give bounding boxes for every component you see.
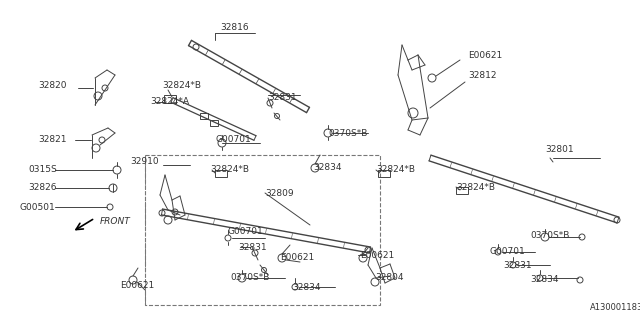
Text: 32831: 32831 <box>268 93 296 102</box>
Text: 0370S*B: 0370S*B <box>230 274 269 283</box>
Bar <box>145 155 380 305</box>
Text: G00701: G00701 <box>215 135 251 145</box>
Text: E00621: E00621 <box>360 251 394 260</box>
Text: 32826: 32826 <box>28 183 56 193</box>
Text: 0370S*B: 0370S*B <box>328 129 367 138</box>
Text: 32831: 32831 <box>238 243 267 252</box>
Text: 32834: 32834 <box>292 283 321 292</box>
Text: G00501: G00501 <box>20 203 56 212</box>
Text: E00621: E00621 <box>280 253 314 262</box>
Text: 32821: 32821 <box>38 135 67 145</box>
Bar <box>164 95 176 103</box>
Text: 32801: 32801 <box>545 146 573 155</box>
Bar <box>200 113 208 119</box>
Text: 32812: 32812 <box>468 70 497 79</box>
Text: 32834: 32834 <box>313 164 342 172</box>
Text: 32834: 32834 <box>530 276 559 284</box>
Text: 32824*B: 32824*B <box>162 81 201 90</box>
Text: 32809: 32809 <box>265 188 294 197</box>
Bar <box>215 170 227 177</box>
Text: 32820: 32820 <box>38 81 67 90</box>
Text: E00621: E00621 <box>120 281 154 290</box>
Text: G00701: G00701 <box>228 228 264 236</box>
Text: 32824*B: 32824*B <box>376 165 415 174</box>
Bar <box>210 120 218 126</box>
Text: A130001183: A130001183 <box>590 303 640 313</box>
Text: 32824*A: 32824*A <box>150 98 189 107</box>
Text: 0315S: 0315S <box>28 165 57 174</box>
Text: 0370S*B: 0370S*B <box>530 230 570 239</box>
Bar <box>378 170 390 177</box>
Text: 32910: 32910 <box>130 157 159 166</box>
Text: 32824*B: 32824*B <box>456 182 495 191</box>
Text: 32804: 32804 <box>375 274 403 283</box>
Text: FRONT: FRONT <box>100 218 131 227</box>
Text: G00701: G00701 <box>490 247 525 257</box>
Text: 32831: 32831 <box>503 260 532 269</box>
Text: E00621: E00621 <box>468 51 502 60</box>
Bar <box>456 187 468 194</box>
Text: 32816: 32816 <box>221 23 250 33</box>
Text: 32824*B: 32824*B <box>210 165 249 174</box>
